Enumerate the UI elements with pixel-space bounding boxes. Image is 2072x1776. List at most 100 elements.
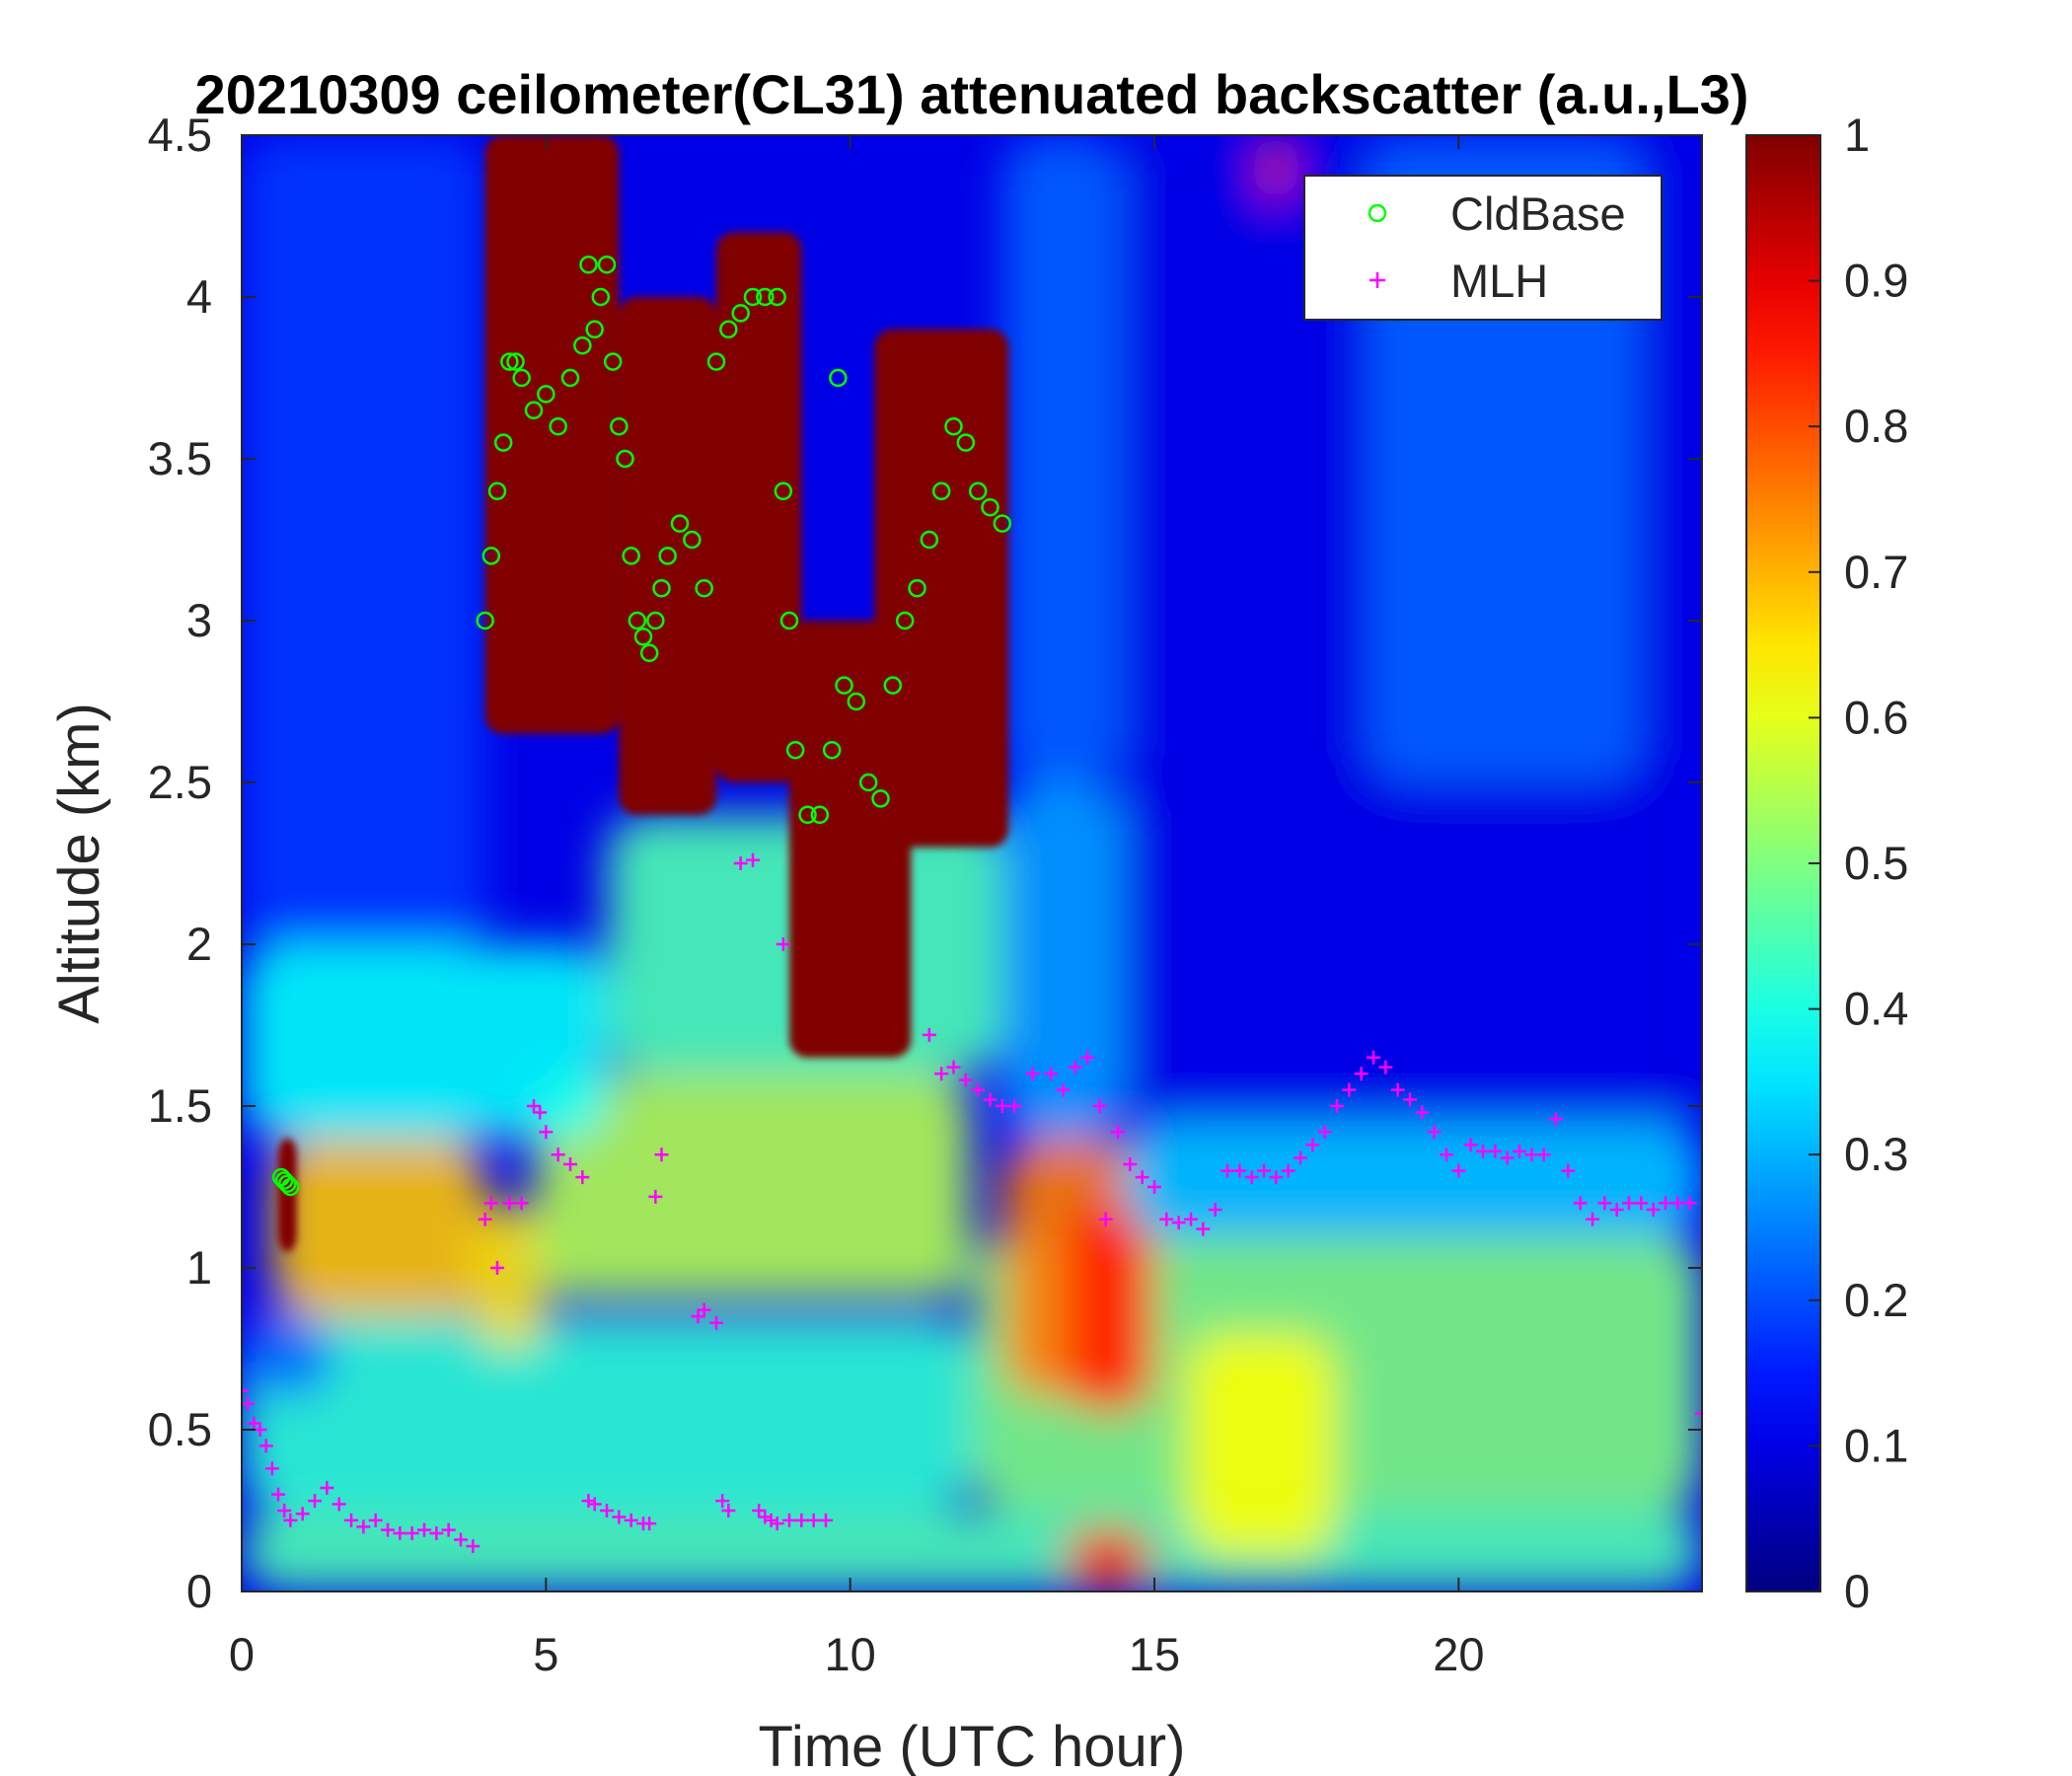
mlh-point — [1232, 1163, 1247, 1178]
colorbar-tick-label: 0.6 — [1844, 691, 1908, 743]
colorbar-tick-label: 0.1 — [1844, 1419, 1908, 1471]
mlh-point — [1171, 1216, 1186, 1230]
mlh-point — [295, 1507, 310, 1521]
colorbar-tick-label: 1 — [1844, 109, 1870, 161]
mlh-point — [1068, 1060, 1082, 1074]
cldbase-point — [944, 416, 963, 436]
mlh-point — [612, 1510, 627, 1524]
heatmap-region — [534, 1073, 972, 1300]
colorbar: 0 0.1 0.2 0.3 0.4 0.5 0.6 0.7 0.8 0.9 1 — [1745, 109, 1908, 1617]
mlh-point — [1659, 1196, 1672, 1211]
colorbar-tick-label: 0 — [1844, 1565, 1870, 1617]
cldbase-point — [506, 352, 525, 371]
mlh-point — [1244, 1170, 1259, 1185]
y-tick-label: 1 — [186, 1241, 212, 1294]
colorbar-tick-label: 0.4 — [1844, 983, 1908, 1035]
mlh-point — [1682, 1196, 1697, 1211]
heatmap-region — [1063, 1203, 1154, 1414]
x-tick-label: 10 — [825, 1628, 876, 1680]
cldbase-point — [524, 401, 544, 420]
cldbase-point — [931, 481, 951, 501]
x-tick-label: 20 — [1433, 1628, 1484, 1680]
mlh-point — [1488, 1144, 1503, 1158]
cldbase-point — [481, 547, 501, 565]
mlh-point — [1196, 1221, 1211, 1236]
mlh-point — [1354, 1067, 1369, 1081]
cldbase-point — [968, 481, 988, 501]
mlh-point — [283, 1513, 298, 1527]
mlh-point — [1294, 1150, 1307, 1165]
plot-frame — [241, 134, 1703, 1592]
mlh-point — [1513, 1144, 1526, 1158]
mlh-point — [1561, 1163, 1576, 1178]
mlh-point — [794, 1513, 809, 1527]
mlh-point — [490, 1261, 504, 1275]
mlh-point — [1549, 1112, 1563, 1127]
mlh-point — [983, 1092, 998, 1107]
cldbase-point — [908, 578, 926, 598]
mlh-point — [600, 1504, 614, 1517]
heatmap-region — [1063, 1526, 1154, 1591]
heatmap-region — [484, 135, 620, 734]
mlh-point — [721, 1504, 736, 1517]
mlh-point — [356, 1519, 371, 1534]
heatmap-region — [1124, 1122, 1702, 1236]
colorbar-ticks: 0 0.1 0.2 0.3 0.4 0.5 0.6 0.7 0.8 0.9 1 — [1809, 109, 1908, 1617]
colorbar-tick-label: 0.2 — [1844, 1274, 1908, 1326]
mlh-point — [1367, 1050, 1380, 1065]
mlh-point — [1305, 1138, 1320, 1152]
cldbase-point — [779, 611, 799, 630]
mlh-point — [648, 1189, 663, 1204]
cldbase-point — [537, 385, 555, 404]
cldbase-point — [591, 287, 611, 307]
mlh-point — [483, 1196, 498, 1211]
cldbase-point — [822, 740, 842, 760]
cldbase-point — [652, 578, 671, 598]
mlh-point — [587, 1497, 602, 1512]
cldbase-point — [993, 514, 1012, 533]
legend-cldbase-label: CldBase — [1450, 187, 1626, 240]
mlh-point — [1524, 1147, 1539, 1162]
cldbase-point — [798, 805, 817, 825]
mlh-point — [581, 1494, 596, 1509]
mlh-point — [776, 937, 790, 951]
mlh-point — [624, 1513, 638, 1527]
mlh-point — [1646, 1202, 1661, 1217]
cldbase-point — [695, 578, 713, 598]
mlh-point — [1184, 1212, 1198, 1226]
mlh-point — [971, 1082, 986, 1097]
y-axis-title: Altitude (km) — [47, 703, 111, 1024]
cldbase-point — [646, 611, 665, 630]
mlh-point — [502, 1196, 517, 1211]
cldbase-point — [616, 449, 634, 469]
heatmap-region — [619, 297, 716, 815]
colorbar-tick-label: 0.9 — [1844, 255, 1908, 307]
mlh-point — [1007, 1099, 1022, 1113]
mlh-point — [746, 852, 760, 867]
x-tick-label: 15 — [1129, 1628, 1180, 1680]
heatmap-region — [874, 329, 1008, 848]
mlh-point — [1092, 1099, 1107, 1113]
mlh-point — [1208, 1202, 1222, 1217]
legend-cldbase-marker — [1368, 203, 1387, 223]
mlh-point — [308, 1494, 322, 1509]
mlh-point — [368, 1513, 383, 1527]
mlh-markers — [242, 852, 1702, 1554]
mlh-point — [1476, 1144, 1490, 1158]
cldbase-point — [622, 547, 640, 565]
colorbar-tick-label: 0.3 — [1844, 1128, 1908, 1180]
mlh-point — [697, 1302, 711, 1317]
mlh-point — [782, 1513, 796, 1527]
mlh-point — [393, 1525, 407, 1540]
mlh-point — [691, 1309, 705, 1324]
mlh-point — [478, 1212, 492, 1226]
mlh-point — [1536, 1147, 1551, 1162]
cldbase-point — [920, 530, 939, 550]
cldbase-point — [500, 352, 519, 371]
heatmap-region — [242, 1316, 333, 1398]
mlh-point — [551, 1147, 565, 1162]
cldbase-point — [956, 433, 976, 452]
cldbase-point — [487, 481, 507, 501]
cldbase-point — [633, 628, 653, 646]
